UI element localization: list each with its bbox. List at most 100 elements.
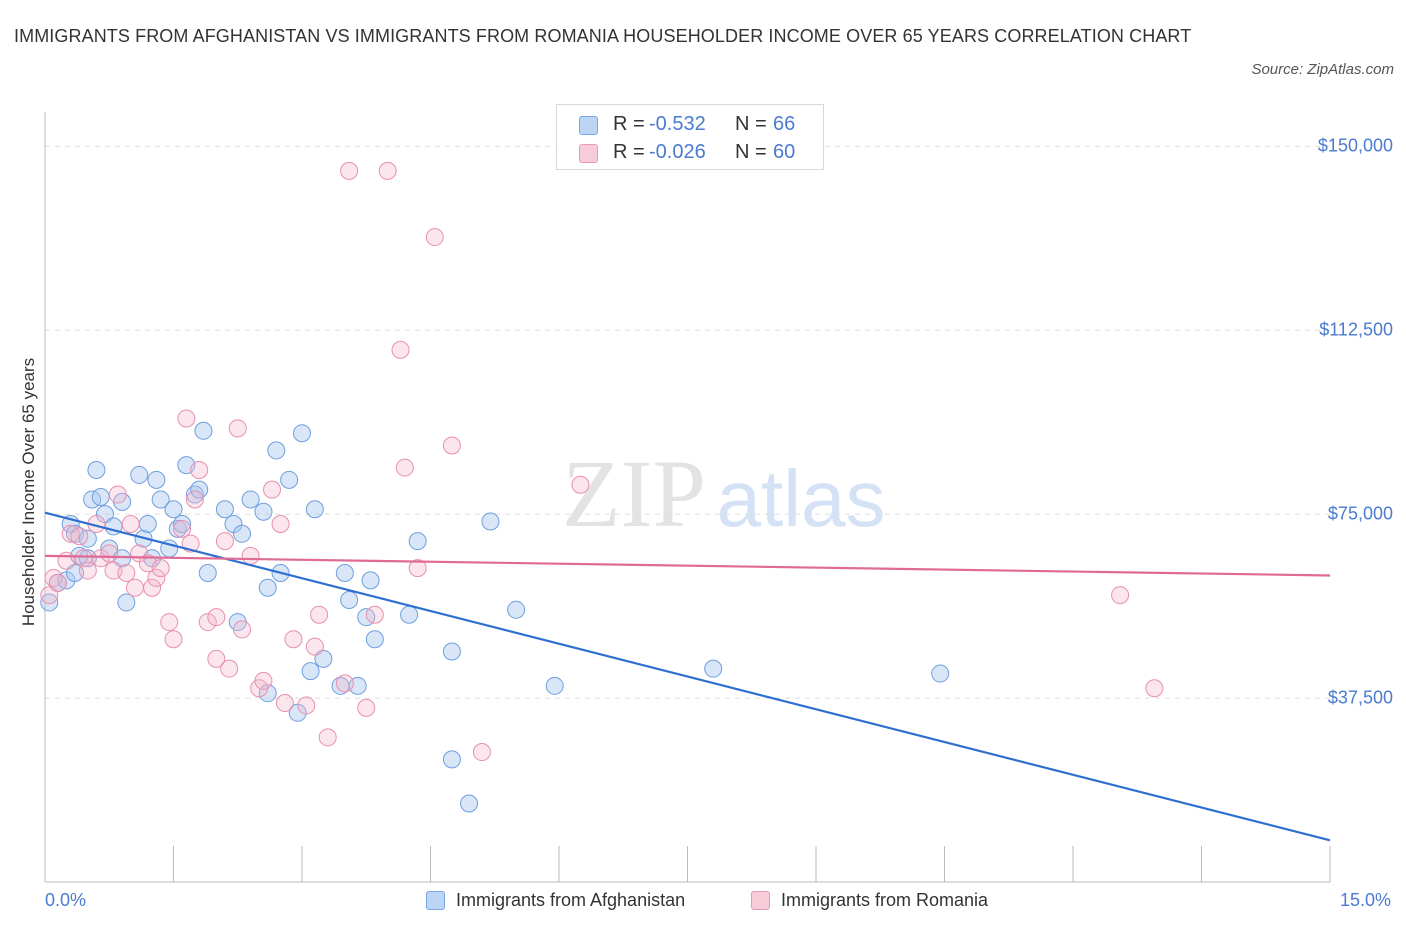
chart-source: Source: ZipAtlas.com: [1251, 61, 1394, 78]
afghanistan-point: [258, 578, 277, 597]
afghanistan-point: [215, 500, 234, 519]
afghanistan-point: [340, 590, 359, 609]
legend-label-romania: Immigrants from Romania: [781, 890, 989, 910]
afghanistan-point: [460, 794, 479, 813]
romania-point: [391, 340, 410, 359]
legend-row-romania: R = -0.026 N = 60: [557, 138, 823, 168]
y-tick-label: $150,000: [1317, 135, 1393, 156]
afghanistan-point: [138, 514, 157, 533]
romania-point: [472, 743, 491, 762]
romania-point: [40, 586, 59, 605]
romania-point: [233, 620, 252, 639]
afghanistan-point: [481, 512, 500, 531]
romania-point: [340, 161, 359, 180]
legend-r-label: R =: [613, 141, 645, 163]
romania-point: [297, 696, 316, 715]
legend-r-value: -0.532: [649, 113, 706, 135]
romania-point: [215, 532, 234, 551]
romania-point: [185, 490, 204, 509]
romania-point: [220, 659, 239, 678]
romania-point: [173, 519, 192, 538]
romania-point: [228, 419, 247, 438]
watermark-atlas: atlas: [717, 454, 886, 543]
afghanistan-point: [198, 564, 217, 583]
romania-point: [100, 544, 119, 563]
romania-point: [117, 564, 136, 583]
legend-swatch-pink: [579, 144, 598, 163]
legend-n-value: 60: [773, 141, 796, 163]
legend-n-value: 66: [773, 113, 796, 135]
chart-title: IMMIGRANTS FROM AFGHANISTAN VS IMMIGRANT…: [14, 26, 1192, 46]
afghanistan-point: [164, 500, 183, 519]
afghanistan-point: [87, 461, 106, 480]
romania-point: [254, 671, 273, 690]
afghanistan-point: [305, 500, 324, 519]
romania-point: [335, 674, 354, 693]
romania-point: [147, 568, 166, 587]
afghanistan-trend-line: [44, 511, 1331, 842]
romania-point: [91, 549, 110, 568]
romania-point: [70, 527, 89, 546]
romania-point: [275, 693, 294, 712]
romania-point: [151, 559, 170, 578]
afghanistan-point: [280, 470, 299, 489]
scatter-points: [40, 161, 1164, 813]
romania-trend-line: [44, 554, 1331, 577]
romania-point: [190, 461, 209, 480]
afghanistan-point: [190, 480, 209, 499]
legend-r-value: -0.026: [649, 141, 706, 163]
romania-point: [57, 551, 76, 570]
x-tick-label-max: 15.0%: [1340, 890, 1392, 910]
legend-swatch-blue: [426, 891, 445, 910]
afghanistan-point: [173, 514, 192, 533]
romania-point: [378, 161, 397, 180]
romania-point: [177, 409, 196, 428]
romania-point: [365, 605, 384, 624]
afghanistan-point: [507, 600, 526, 619]
romania-point: [1111, 586, 1130, 605]
trend-lines: [44, 511, 1331, 842]
romania-point: [125, 578, 144, 597]
afghanistan-point: [241, 490, 260, 509]
legend-n-label: N =: [735, 113, 767, 135]
afghanistan-point: [117, 593, 136, 612]
afghanistan-point: [314, 649, 333, 668]
watermark-zip: ZIP: [562, 440, 706, 547]
romania-point: [198, 613, 217, 632]
afghanistan-point: [233, 524, 252, 543]
romania-point: [571, 475, 590, 494]
romania-point: [425, 228, 444, 247]
zipatlas-watermark: ZIP atlas: [562, 440, 885, 547]
afghanistan-point: [408, 532, 427, 551]
legend-swatch-pink: [751, 891, 770, 910]
romania-point: [207, 608, 226, 627]
afghanistan-point: [78, 549, 97, 568]
y-tick-label: $112,500: [1319, 319, 1393, 340]
romania-point: [305, 637, 324, 656]
afghanistan-point: [151, 490, 170, 509]
legend-label-afghanistan: Immigrants from Afghanistan: [456, 890, 686, 910]
romania-point: [271, 514, 290, 533]
romania-point: [395, 458, 414, 477]
afghanistan-point: [335, 564, 354, 583]
romania-point: [121, 514, 140, 533]
afghanistan-point: [194, 421, 213, 440]
afghanistan-point: [442, 642, 461, 661]
afghanistan-point: [301, 662, 320, 681]
legend-swatch-blue: [579, 116, 598, 135]
afghanistan-point: [365, 630, 384, 649]
afghanistan-point: [293, 424, 311, 443]
romania-point: [241, 546, 260, 565]
romania-point: [263, 480, 282, 499]
afghanistan-point: [361, 571, 380, 590]
romania-point: [160, 613, 179, 632]
legend-row-afghanistan: R = -0.532 N = 66: [557, 110, 823, 140]
romania-point: [108, 485, 127, 504]
romania-point: [310, 605, 329, 624]
afghanistan-point: [267, 441, 286, 460]
romania-point: [164, 630, 183, 649]
afghanistan-point: [91, 488, 110, 506]
romania-point: [78, 561, 97, 580]
romania-point: [284, 630, 303, 649]
